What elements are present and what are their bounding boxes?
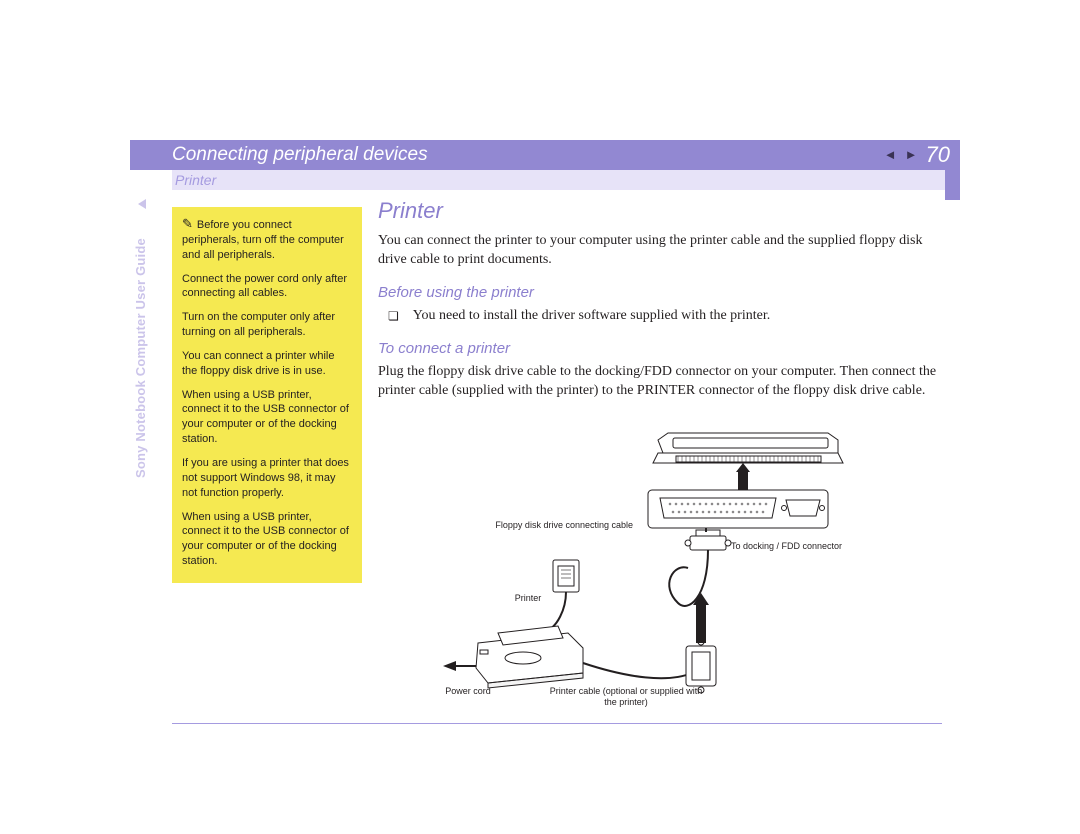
prev-arrow-icon[interactable]: ◄: [884, 147, 897, 163]
spine-marker-icon: [138, 199, 146, 209]
diagram-label-printer-cable: Printer cable (optional or supplied with…: [546, 686, 706, 708]
subheader-corner: [945, 170, 960, 200]
bullet-text: You need to install the driver software …: [413, 307, 770, 326]
pencil-icon: ✎: [182, 215, 193, 233]
note-paragraph: When using a USB printer, connect it to …: [182, 510, 352, 569]
header-pagination: ◄ ► 70: [870, 140, 960, 170]
note-paragraph: When using a USB printer, connect it to …: [182, 388, 352, 447]
bullet-item: ❏ You need to install the driver softwar…: [378, 307, 943, 326]
diagram-label-printer: Printer: [508, 593, 548, 604]
diagram-label-power-cord: Power cord: [438, 686, 498, 697]
section-body: Plug the floppy disk drive cable to the …: [378, 363, 943, 401]
note-paragraph: Connect the power cord only after connec…: [182, 272, 352, 302]
chapter-title: Connecting peripheral devices: [130, 140, 945, 170]
bottom-rule: [172, 723, 942, 724]
spine-title: Sony Notebook Computer User Guide: [133, 238, 148, 478]
section-heading: Before using the printer: [378, 284, 943, 301]
header-bar: Connecting peripheral devices ◄ ► 70 Pri…: [130, 140, 960, 190]
diagram-svg: [428, 428, 923, 718]
subheader-band: Printer: [172, 170, 960, 190]
note-paragraph: ✎Before you connect peripherals, turn of…: [182, 215, 352, 263]
intro-text: You can connect the printer to your comp…: [378, 232, 943, 270]
section-heading: To connect a printer: [378, 340, 943, 357]
note-paragraph: You can connect a printer while the flop…: [182, 349, 352, 379]
diagram-label-to-docking: To docking / FDD connector: [731, 541, 871, 552]
note-paragraph: Turn on the computer only after turning …: [182, 310, 352, 340]
connection-diagram: Floppy disk drive connecting cable To do…: [428, 428, 923, 718]
diagram-label-floppy-cable: Floppy disk drive connecting cable: [488, 520, 633, 531]
next-arrow-icon[interactable]: ►: [905, 147, 918, 163]
note-text: Before you connect peripherals, turn off…: [182, 219, 344, 261]
page-container: Connecting peripheral devices ◄ ► 70 Pri…: [130, 140, 960, 190]
subheader-label: Printer: [172, 170, 216, 190]
main-column: Printer You can connect the printer to y…: [378, 198, 943, 414]
bullet-icon: ❏: [378, 307, 399, 326]
page-title: Printer: [378, 198, 943, 224]
note-box: ✎Before you connect peripherals, turn of…: [172, 207, 362, 583]
page-number: 70: [926, 142, 950, 168]
note-paragraph: If you are using a printer that does not…: [182, 456, 352, 501]
